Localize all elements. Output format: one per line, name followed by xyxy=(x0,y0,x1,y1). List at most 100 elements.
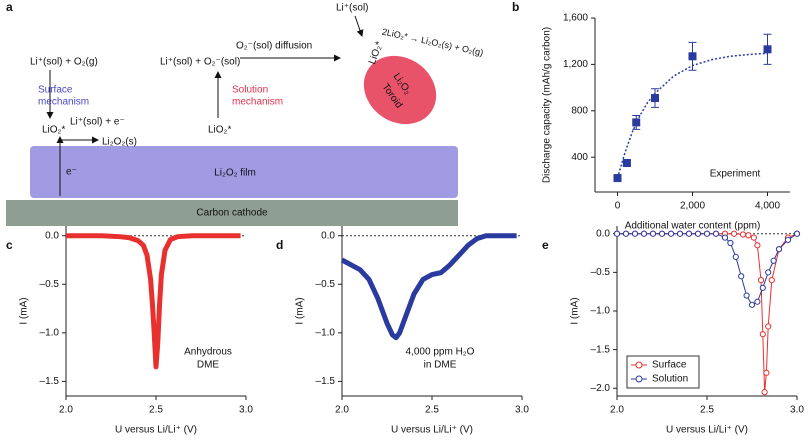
point xyxy=(768,276,775,284)
legend-marker xyxy=(635,361,643,369)
cathode xyxy=(6,200,458,226)
point xyxy=(667,230,675,237)
toroid xyxy=(363,55,437,125)
y-tick-label: 800 xyxy=(571,105,588,116)
point xyxy=(750,234,757,241)
mechanism: Surface xyxy=(38,85,73,96)
point xyxy=(738,273,745,280)
legend-box xyxy=(626,355,700,389)
label: LiO₂* xyxy=(208,125,231,136)
panel-label: b xyxy=(512,0,519,14)
point xyxy=(739,231,747,238)
fit-line xyxy=(616,52,768,179)
y-tick-label: –1.0 xyxy=(40,327,60,338)
point xyxy=(775,246,783,253)
label: 2LiO₂* → Li₂O₂(s) + O₂(g) xyxy=(381,26,484,57)
panel-label: d xyxy=(276,238,283,252)
point xyxy=(765,323,772,330)
point xyxy=(730,230,738,237)
y-tick-label: –1.5 xyxy=(40,376,60,387)
arrow xyxy=(354,15,364,37)
annotation: Experiment xyxy=(710,169,761,180)
y-tick-label: –2.0 xyxy=(591,383,611,394)
x-axis-label: U versus Li/Li⁺ (V) xyxy=(115,425,197,436)
point xyxy=(640,230,648,237)
label: Li₂O₂ film xyxy=(214,168,256,179)
annotation: DME xyxy=(197,360,220,371)
y-tick-label: –0.5 xyxy=(40,279,60,290)
point xyxy=(727,239,734,247)
y-tick-label: –1.5 xyxy=(316,376,336,387)
x-tick-label: 4,000 xyxy=(755,201,780,212)
point xyxy=(613,174,622,183)
y-tick-label: 1,200 xyxy=(563,59,588,70)
film xyxy=(30,146,458,198)
label: Li⁺(sol) xyxy=(336,3,369,14)
point xyxy=(685,230,693,237)
point xyxy=(761,389,768,396)
annotation: 4,000 ppm H₂O xyxy=(406,347,475,358)
panel-label: a xyxy=(6,0,13,14)
mechanism: mechanism xyxy=(232,97,283,108)
x-tick-label: 2.0 xyxy=(335,405,349,416)
line xyxy=(617,233,798,306)
point xyxy=(631,230,639,237)
point xyxy=(770,257,777,264)
point xyxy=(613,230,621,237)
label: Li₂O₂(s) xyxy=(102,137,137,148)
legend-label: Surface xyxy=(652,360,687,371)
y-tick-label: –0.5 xyxy=(591,267,611,278)
point xyxy=(763,45,772,54)
point xyxy=(754,242,761,249)
point xyxy=(765,269,772,276)
point xyxy=(622,159,631,167)
y-tick-label: 0.0 xyxy=(45,230,59,241)
y-tick-label: 0.0 xyxy=(321,230,335,241)
point xyxy=(748,301,756,308)
point xyxy=(694,230,702,237)
point xyxy=(658,230,666,237)
x-axis-label: U versus Li/Li⁺ (V) xyxy=(391,425,473,436)
x-tick-label: 2.5 xyxy=(425,405,439,416)
y-tick-label: –1.0 xyxy=(591,306,611,317)
label: LiO₂* xyxy=(42,125,65,136)
panel-label: c xyxy=(6,238,13,252)
x-tick-label: 2.0 xyxy=(59,405,73,416)
mechanism: mechanism xyxy=(38,97,89,108)
y-tick-label: 1,600 xyxy=(563,13,588,24)
y-axis-label: I (mA) xyxy=(295,297,306,324)
legend-marker xyxy=(635,375,643,383)
x-tick-label: 2.0 xyxy=(610,405,624,416)
point xyxy=(703,230,711,237)
label: O₂⁻(sol) diffusion xyxy=(236,41,312,52)
point xyxy=(649,230,657,237)
x-tick-label: 3.0 xyxy=(239,405,253,416)
y-axis-label: I (mA) xyxy=(570,297,581,324)
line xyxy=(340,233,517,341)
line xyxy=(66,233,241,370)
x-tick-label: 2.5 xyxy=(700,405,714,416)
point xyxy=(688,52,697,61)
point xyxy=(632,118,641,127)
panel-a: a Li⁺(sol) + O₂(g) Surface mechanism Li⁺… xyxy=(6,0,484,226)
x-tick-label: 2.5 xyxy=(149,405,163,416)
label: e⁻ xyxy=(66,167,77,178)
point xyxy=(759,284,766,291)
point xyxy=(676,230,684,237)
point xyxy=(754,298,761,305)
label: Li⁺(sol) + O₂⁻(sol) xyxy=(160,57,240,68)
y-tick-label: –0.5 xyxy=(316,279,336,290)
point xyxy=(793,230,801,237)
point xyxy=(784,236,792,244)
point xyxy=(743,292,750,299)
x-tick-label: 3.0 xyxy=(790,405,804,416)
annotation: Anhydrous xyxy=(184,347,232,358)
point xyxy=(732,253,739,261)
point xyxy=(745,232,752,239)
point xyxy=(712,230,720,237)
y-axis-label: Discharge capacity (mAh/g carbon) xyxy=(542,27,553,183)
y-tick-label: 0.0 xyxy=(596,228,610,239)
point xyxy=(721,234,729,241)
x-axis-label: Additional water content (ppm) xyxy=(625,221,761,232)
